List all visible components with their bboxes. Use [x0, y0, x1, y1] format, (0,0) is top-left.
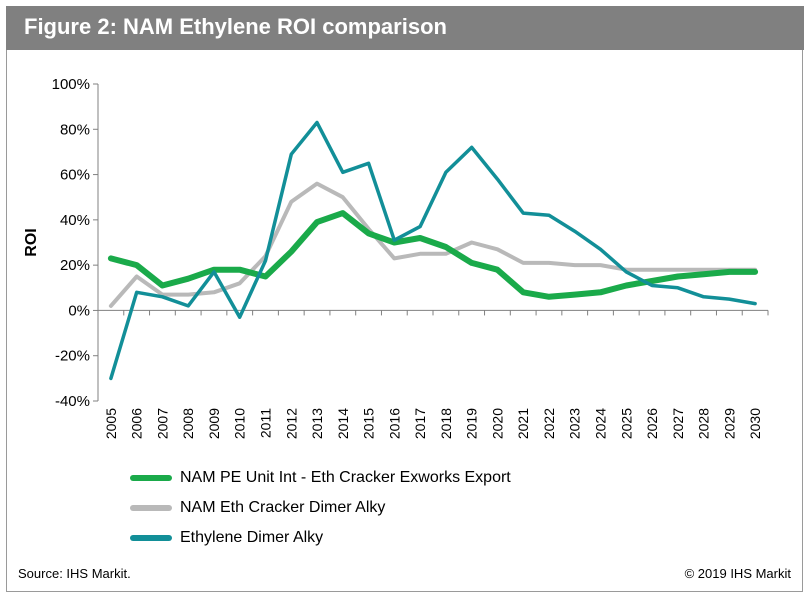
- x-tick-label: 2007: [154, 408, 170, 439]
- x-tick-label: 2019: [464, 408, 480, 439]
- legend-label-ethylene-dimer: Ethylene Dimer Alky: [180, 529, 324, 546]
- x-tick-label: 2013: [309, 408, 325, 439]
- legend-label-eth-cracker: NAM Eth Cracker Dimer Alky: [180, 499, 386, 516]
- legend-label-pe-unit: NAM PE Unit Int - Eth Cracker Exworks Ex…: [180, 469, 511, 486]
- x-tick-label: 2017: [412, 408, 428, 439]
- legend-item-ethylene-dimer: Ethylene Dimer Alky: [130, 523, 511, 553]
- x-tick-label: 2016: [386, 408, 402, 439]
- x-tick-label: 2027: [670, 408, 686, 439]
- x-tick-label: 2008: [180, 408, 196, 439]
- x-tick-label: 2014: [335, 408, 351, 439]
- y-tick-label: 80%: [60, 121, 90, 138]
- legend-swatch-ethylene-dimer: [130, 535, 172, 541]
- x-tick-label: 2026: [644, 408, 660, 439]
- series-line-eth-cracker: [108, 181, 758, 308]
- y-tick-label: 60%: [60, 167, 90, 184]
- x-tick-label: 2005: [103, 408, 119, 439]
- x-tick-label: 2010: [232, 408, 248, 439]
- x-tick-label: 2018: [438, 408, 454, 439]
- x-tick-label: 2006: [129, 408, 145, 439]
- y-tick-label: 40%: [60, 212, 90, 229]
- x-tick-label: 2011: [258, 408, 274, 438]
- series-line-ethylene-dimer: [109, 120, 757, 381]
- x-tick-label: 2025: [618, 408, 634, 439]
- x-tick-label: 2030: [747, 408, 763, 439]
- x-tick-label: 2022: [541, 408, 557, 439]
- legend-swatch-pe-unit: [130, 475, 172, 481]
- y-tick-label: 0%: [68, 302, 90, 319]
- y-axis-title: ROI: [23, 228, 40, 256]
- figure-header: Figure 2: NAM Ethylene ROI comparison: [6, 6, 804, 50]
- y-tick-label: 20%: [60, 257, 90, 274]
- figure-frame: [6, 50, 803, 592]
- x-tick-label: 2009: [206, 408, 222, 439]
- legend: NAM PE Unit Int - Eth Cracker Exworks Ex…: [130, 463, 511, 553]
- x-tick-label: 2023: [567, 408, 583, 439]
- copyright-note: © 2019 IHS Markit: [684, 566, 791, 581]
- legend-item-pe-unit: NAM PE Unit Int - Eth Cracker Exworks Ex…: [130, 463, 511, 493]
- x-tick-label: 2024: [593, 408, 609, 439]
- legend-swatch-eth-cracker: [130, 505, 172, 511]
- source-note: Source: IHS Markit.: [18, 566, 131, 581]
- x-tick-label: 2015: [361, 408, 377, 439]
- x-tick-label: 2021: [515, 408, 531, 439]
- x-tick-label: 2012: [283, 408, 299, 439]
- x-tick-label: 2029: [721, 408, 737, 439]
- figure-title: Figure 2: NAM Ethylene ROI comparison: [24, 14, 447, 39]
- y-tick-label: 100%: [52, 76, 90, 93]
- y-tick-label: -40%: [55, 393, 90, 410]
- y-tick-label: -20%: [55, 348, 90, 365]
- x-tick-label: 2020: [489, 408, 505, 439]
- x-tick-label: 2028: [696, 408, 712, 439]
- legend-item-eth-cracker: NAM Eth Cracker Dimer Alky: [130, 493, 511, 523]
